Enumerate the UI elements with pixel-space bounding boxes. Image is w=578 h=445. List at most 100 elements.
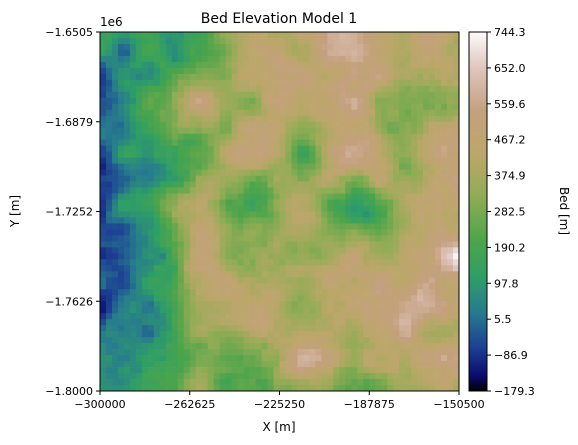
- heatmap-cell: [393, 265, 400, 272]
- heatmap-cell: [135, 307, 143, 314]
- heatmap-cell: [237, 379, 244, 386]
- heatmap-cell: [345, 37, 352, 45]
- heatmap-cell: [285, 253, 292, 260]
- heatmap-cell: [237, 103, 244, 111]
- heatmap-cell: [309, 109, 316, 117]
- heatmap-cell: [405, 133, 412, 141]
- heatmap-cell: [381, 175, 388, 182]
- heatmap-cell: [423, 32, 430, 39]
- heatmap-cell: [231, 139, 238, 147]
- heatmap-cell: [207, 187, 215, 194]
- heatmap-cell: [171, 97, 179, 105]
- heatmap-cell: [225, 271, 232, 278]
- heatmap-cell: [171, 205, 179, 212]
- heatmap-cell: [351, 79, 358, 87]
- heatmap-cell: [207, 139, 215, 147]
- heatmap-cell: [387, 235, 394, 242]
- heatmap-cell: [417, 325, 424, 332]
- heatmap-cell: [381, 385, 388, 391]
- heatmap-cell: [111, 253, 119, 260]
- heatmap-cell: [183, 247, 191, 254]
- heatmap-cell: [339, 187, 346, 194]
- heatmap-cell: [363, 235, 370, 242]
- heatmap-cell: [249, 61, 256, 69]
- heatmap-cell: [447, 169, 454, 176]
- heatmap-cell: [393, 331, 400, 338]
- heatmap-cell: [237, 223, 244, 230]
- heatmap-cell: [225, 127, 232, 135]
- heatmap-cell: [405, 85, 412, 93]
- heatmap-cell: [189, 271, 197, 278]
- heatmap-cell: [393, 253, 400, 260]
- heatmap-cell: [255, 379, 262, 386]
- heatmap-cell: [345, 247, 352, 254]
- heatmap-cell: [219, 139, 226, 147]
- heatmap-cell: [375, 43, 382, 51]
- heatmap-cell: [183, 283, 191, 290]
- heatmap-cell: [123, 247, 131, 254]
- heatmap-cell: [327, 247, 334, 254]
- heatmap-cell: [429, 205, 436, 212]
- heatmap-cell: [153, 253, 161, 260]
- heatmap-cell: [381, 139, 388, 147]
- heatmap-cell: [237, 61, 244, 69]
- heatmap-cell: [381, 67, 388, 75]
- heatmap-cell: [105, 289, 113, 296]
- heatmap-cell: [381, 109, 388, 117]
- heatmap-cell: [393, 133, 400, 141]
- heatmap-cell: [135, 103, 143, 111]
- heatmap-cell: [255, 139, 262, 147]
- heatmap-cell: [375, 385, 382, 391]
- heatmap-cell: [333, 259, 340, 266]
- heatmap-cell: [291, 355, 298, 362]
- heatmap-cell: [405, 211, 412, 218]
- heatmap-cell: [303, 79, 310, 87]
- heatmap-cell: [147, 49, 155, 57]
- heatmap-cell: [441, 97, 448, 105]
- heatmap-cell: [387, 133, 394, 141]
- heatmap-cell: [243, 307, 250, 314]
- heatmap-cell: [399, 211, 406, 218]
- heatmap-cell: [405, 307, 412, 314]
- heatmap-cell: [429, 283, 436, 290]
- heatmap-cell: [219, 241, 226, 248]
- heatmap-cell: [111, 193, 119, 200]
- heatmap-cell: [321, 175, 328, 182]
- heatmap-cell: [387, 139, 394, 147]
- heatmap-cell: [231, 379, 238, 386]
- heatmap-cell: [345, 235, 352, 242]
- heatmap-cell: [441, 157, 448, 164]
- heatmap-cell: [201, 49, 209, 57]
- heatmap-cell: [393, 319, 400, 326]
- heatmap-cell: [141, 163, 149, 170]
- heatmap-cell: [207, 157, 215, 164]
- heatmap-cell: [381, 337, 388, 344]
- heatmap-cell: [441, 367, 448, 374]
- heatmap-cell: [243, 367, 250, 374]
- heatmap-cell: [123, 67, 131, 75]
- heatmap-cell: [177, 223, 185, 230]
- heatmap-cell: [147, 85, 155, 93]
- heatmap-cell: [249, 379, 256, 386]
- heatmap-cell: [429, 367, 436, 374]
- heatmap-cell: [399, 37, 406, 45]
- heatmap-cell: [183, 79, 191, 87]
- heatmap-cell: [135, 61, 143, 69]
- heatmap-cell: [153, 67, 161, 75]
- heatmap-cell: [111, 379, 119, 386]
- heatmap-cell: [231, 145, 238, 153]
- heatmap-cell: [321, 121, 328, 129]
- heatmap-cell: [447, 49, 454, 57]
- heatmap-cell: [441, 259, 448, 266]
- heatmap-cell: [100, 193, 107, 200]
- heatmap-cell: [153, 163, 161, 170]
- heatmap-cell: [375, 85, 382, 93]
- heatmap-cell: [147, 319, 155, 326]
- heatmap-cell: [417, 217, 424, 224]
- heatmap-cell: [345, 157, 352, 164]
- heatmap-cell: [117, 349, 125, 356]
- heatmap-cell: [231, 355, 238, 362]
- heatmap-cell: [141, 355, 149, 362]
- heatmap-cell: [387, 241, 394, 248]
- heatmap-cell: [435, 91, 442, 99]
